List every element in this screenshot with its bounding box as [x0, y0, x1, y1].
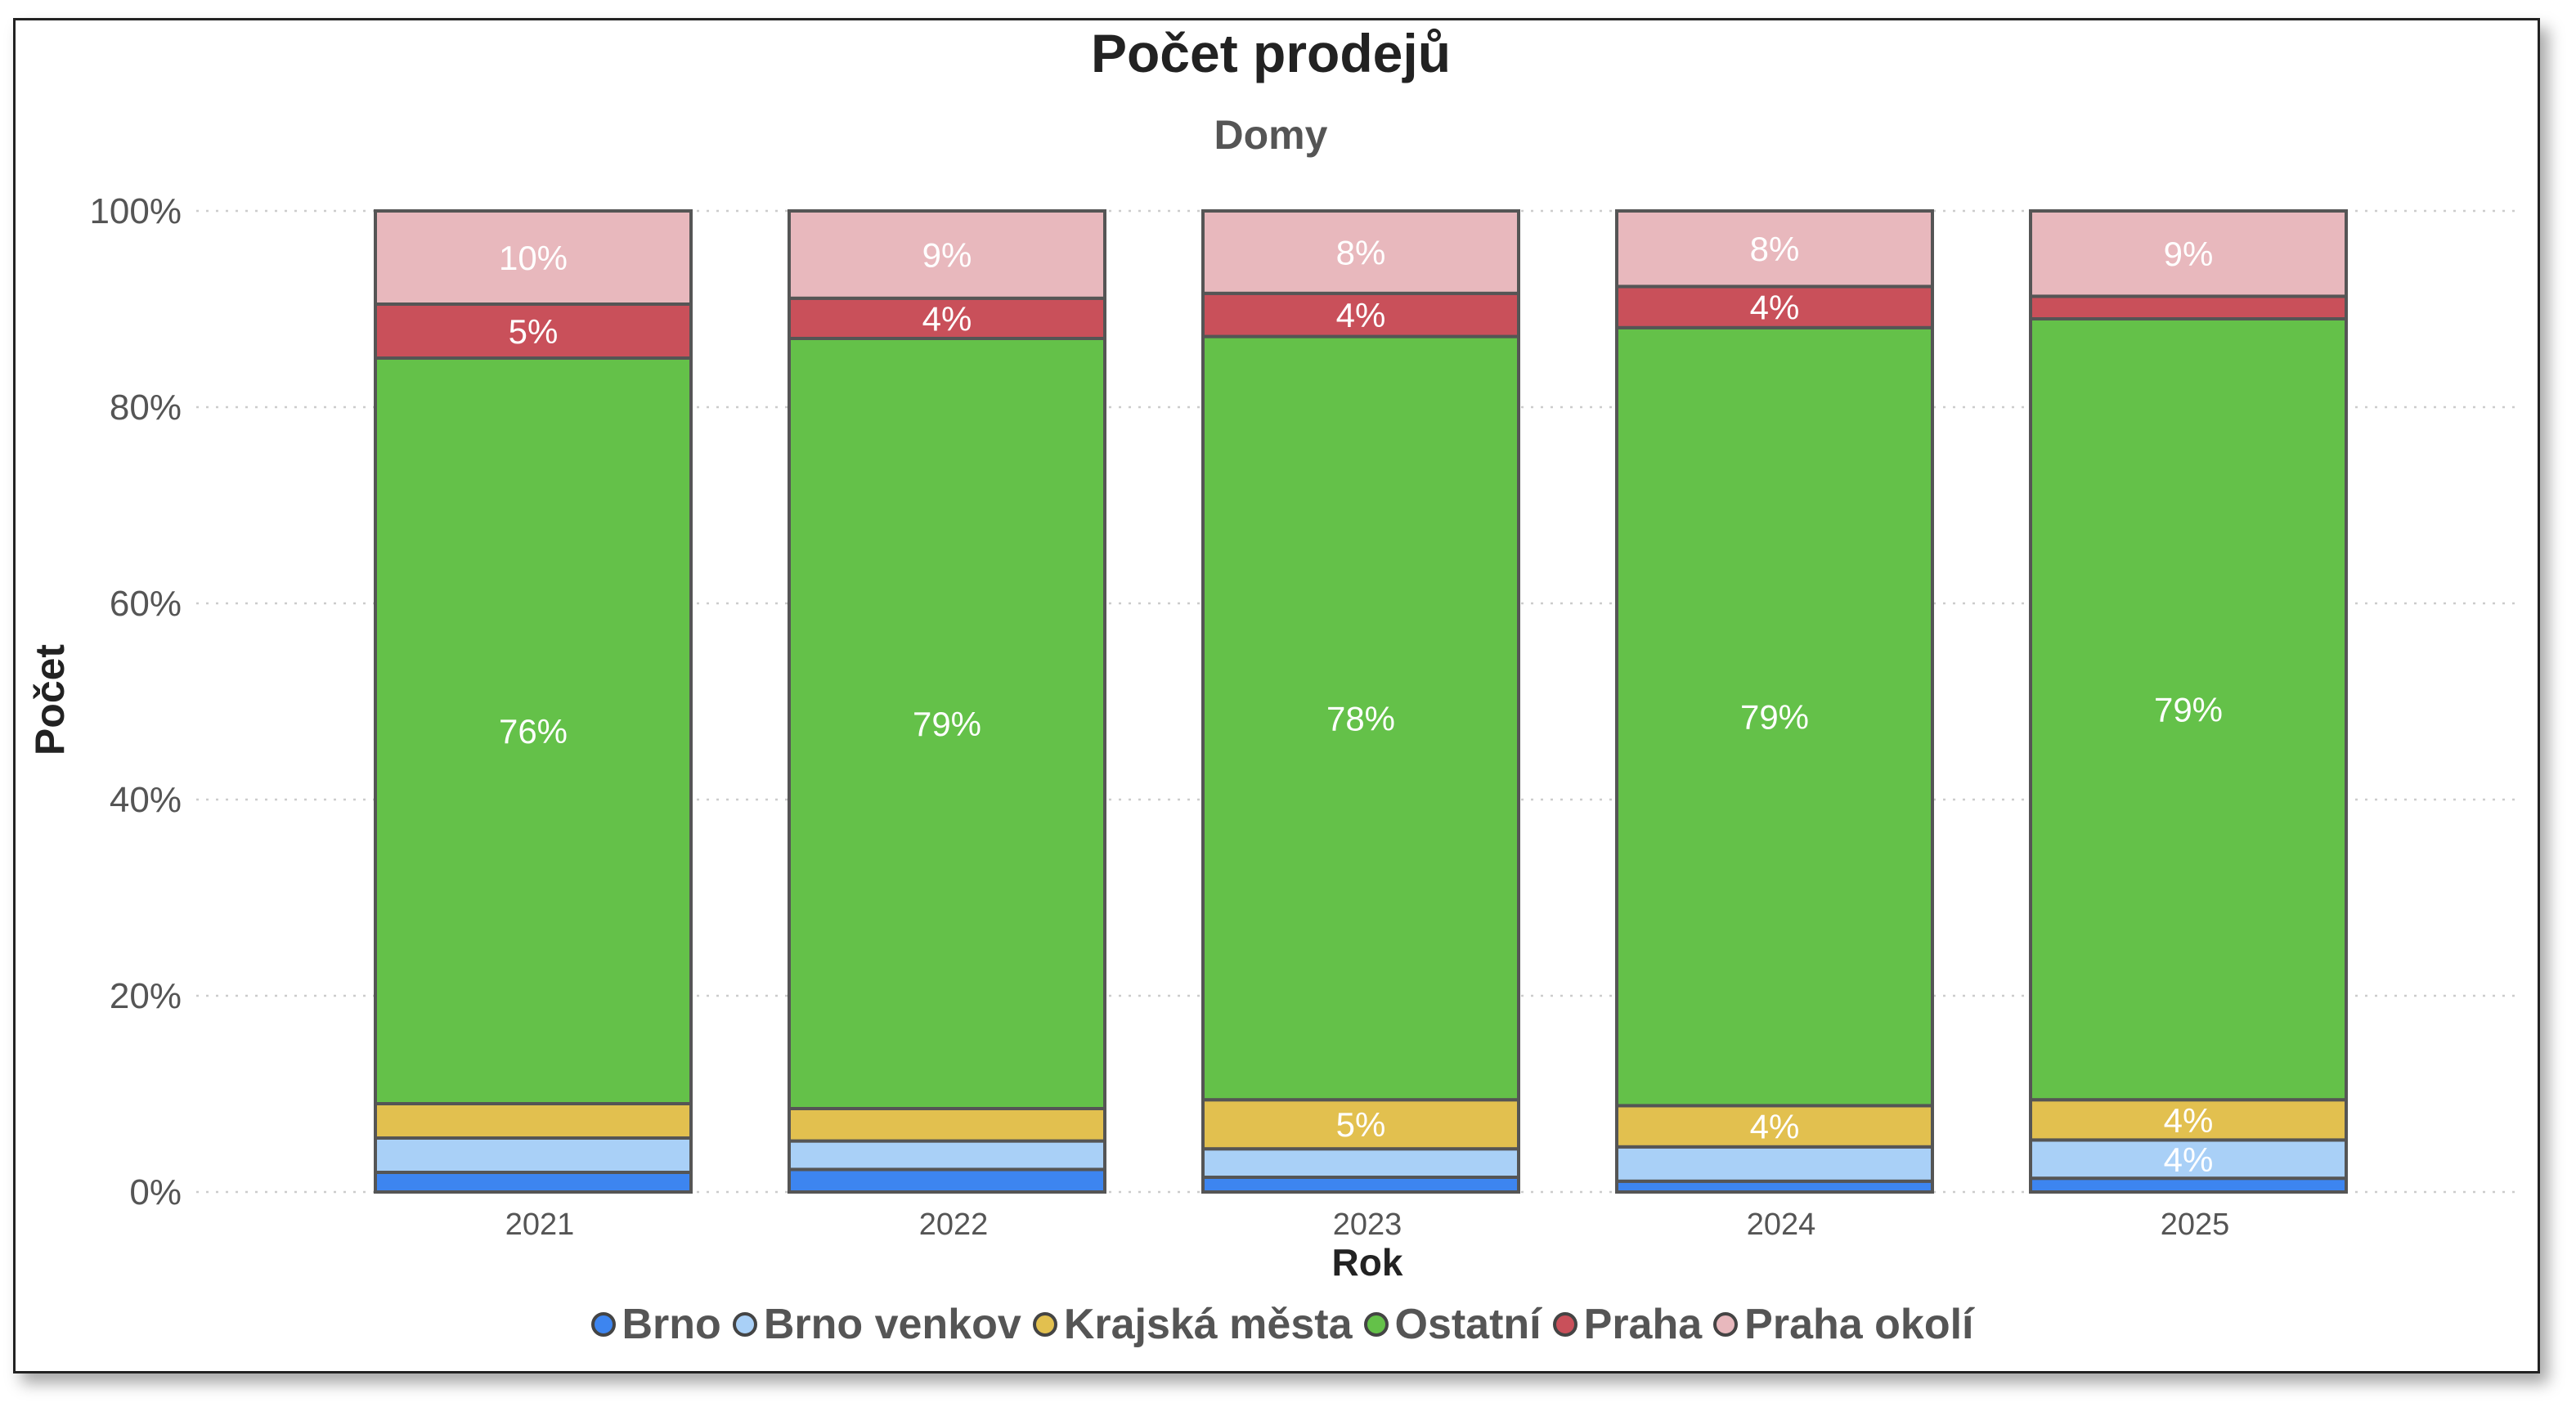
bar-segment — [1615, 209, 1934, 289]
data-label: 78% — [1326, 699, 1395, 737]
bar-segment — [1201, 1176, 1520, 1194]
y-tick-label: 0% — [129, 1172, 182, 1212]
legend-item: Praha okolí — [1713, 1300, 1973, 1349]
chart-title: Počet prodejů — [1091, 23, 1451, 83]
data-label: 79% — [2154, 691, 2223, 729]
bar-segment — [788, 296, 1106, 340]
bar-segment — [2029, 294, 2348, 320]
data-label: 4% — [1750, 1108, 1800, 1146]
x-tick-label: 2024 — [1747, 1208, 1816, 1242]
legend-marker-icon — [732, 1312, 757, 1337]
bar-segment — [2029, 1098, 2348, 1142]
x-tick-label: 2021 — [505, 1208, 575, 1242]
y-tick-label: 100% — [89, 191, 182, 231]
y-tick-label: 80% — [110, 388, 182, 428]
bar-segment — [1615, 325, 1934, 1108]
legend-item: Ostatní — [1363, 1300, 1542, 1349]
bar-segment — [1201, 209, 1520, 295]
data-label: 4% — [922, 299, 972, 338]
legend-label: Praha — [1583, 1301, 1703, 1348]
bar-segment — [2029, 317, 2348, 1102]
legend-label: Brno venkov — [763, 1301, 1021, 1348]
data-label: 10% — [499, 239, 568, 277]
data-label: 8% — [1336, 233, 1386, 271]
data-label: 4% — [1750, 289, 1800, 327]
bar-segment — [374, 1171, 693, 1194]
data-label: 79% — [913, 705, 981, 743]
x-axis-ticks: 2021 2022 2023 2024 2025 — [505, 1208, 2230, 1242]
data-label: 4% — [2164, 1101, 2214, 1140]
legend-label: Praha okolí — [1744, 1301, 1974, 1348]
bar-segment — [1201, 1098, 1520, 1151]
bar-segment — [374, 302, 693, 360]
legend-marker-icon — [590, 1312, 616, 1337]
x-tick-label: 2022 — [919, 1208, 989, 1242]
bar-segment — [374, 1136, 693, 1174]
bar-segment — [788, 337, 1106, 1110]
data-label: 76% — [499, 712, 568, 751]
bar-segment — [788, 209, 1106, 300]
x-axis-label: Rok — [1332, 1241, 1403, 1284]
data-label: 5% — [1336, 1105, 1386, 1144]
legend-item: Brno — [590, 1300, 721, 1349]
legend-label: Brno — [622, 1301, 721, 1348]
data-label: 79% — [1740, 698, 1809, 737]
bar-segment — [374, 209, 693, 306]
data-label: 5% — [509, 312, 559, 351]
chart-subtitle: Domy — [1214, 112, 1328, 158]
legend-marker-icon — [1552, 1312, 1577, 1337]
y-tick-label: 60% — [110, 584, 182, 624]
data-label: 4% — [2164, 1140, 2214, 1179]
legend-marker-icon — [1363, 1312, 1389, 1337]
bar-segment — [1615, 285, 1934, 329]
bar-segment — [788, 1107, 1106, 1143]
legend-marker-icon — [1713, 1312, 1739, 1337]
y-tick-label: 20% — [110, 976, 182, 1016]
data-label: 4% — [1336, 296, 1386, 334]
x-tick-label: 2023 — [1333, 1208, 1402, 1242]
bar-segment — [1615, 1145, 1934, 1183]
bar-segment — [1201, 291, 1520, 338]
legend-item: Praha — [1552, 1300, 1703, 1349]
data-label: 9% — [2164, 235, 2214, 273]
bar-segment — [1201, 1147, 1520, 1179]
legend-item: Krajská města — [1032, 1300, 1353, 1349]
bar-segment — [374, 1102, 693, 1140]
legend-label: Krajská města — [1063, 1301, 1353, 1348]
bar-segment — [374, 356, 693, 1105]
y-axis-label: Počet — [27, 644, 73, 756]
y-tick-label: 40% — [110, 780, 182, 820]
legend-marker-icon — [1032, 1312, 1057, 1337]
data-labels: 76%5%10%79%4%9%5%78%4%8%4%79%4%8%4%4%79%… — [499, 230, 2223, 1179]
legend: Brno Brno venkov Krajská města Ostatní Praha… — [0, 1300, 2576, 1349]
bar-segment — [788, 1167, 1106, 1194]
x-tick-label: 2025 — [2161, 1208, 2230, 1242]
legend-item: Brno venkov — [732, 1300, 1021, 1349]
bars — [374, 209, 2348, 1194]
bar-segment — [788, 1139, 1106, 1172]
legend-label: Ostatní — [1394, 1301, 1542, 1348]
bar-segment — [1201, 334, 1520, 1102]
bar-segment — [2029, 1176, 2348, 1194]
bar-segment — [2029, 209, 2348, 298]
data-label: 9% — [922, 235, 972, 274]
data-label: 8% — [1750, 230, 1800, 268]
y-axis-ticks: 0% 20% 40% 60% 80% 100% — [89, 191, 182, 1212]
